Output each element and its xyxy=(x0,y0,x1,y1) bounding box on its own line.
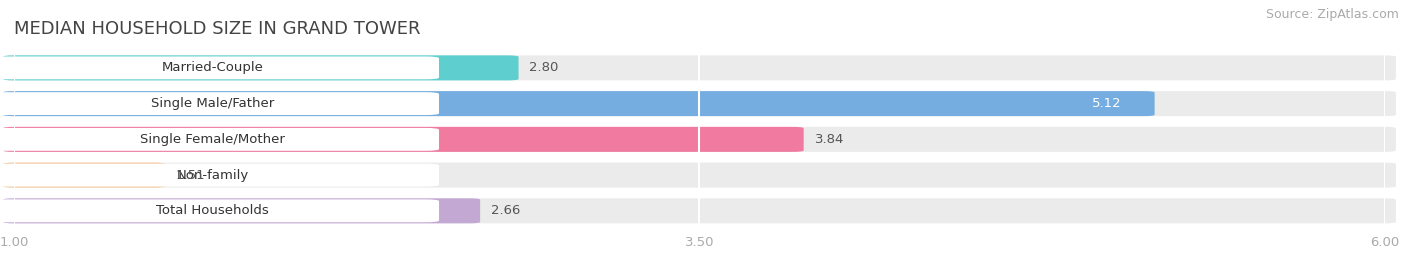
Text: Single Male/Father: Single Male/Father xyxy=(152,97,274,110)
Text: MEDIAN HOUSEHOLD SIZE IN GRAND TOWER: MEDIAN HOUSEHOLD SIZE IN GRAND TOWER xyxy=(14,20,420,38)
FancyBboxPatch shape xyxy=(0,199,439,222)
FancyBboxPatch shape xyxy=(3,91,1154,116)
Text: 2.66: 2.66 xyxy=(491,204,520,217)
FancyBboxPatch shape xyxy=(0,57,439,79)
FancyBboxPatch shape xyxy=(3,198,481,223)
FancyBboxPatch shape xyxy=(3,55,519,80)
FancyBboxPatch shape xyxy=(3,198,1396,223)
FancyBboxPatch shape xyxy=(3,163,1396,188)
FancyBboxPatch shape xyxy=(3,91,1396,116)
FancyBboxPatch shape xyxy=(3,55,1396,80)
Text: 5.12: 5.12 xyxy=(1092,97,1122,110)
Text: 2.80: 2.80 xyxy=(530,61,558,75)
Text: Total Households: Total Households xyxy=(156,204,269,217)
FancyBboxPatch shape xyxy=(0,92,439,115)
FancyBboxPatch shape xyxy=(3,163,165,188)
Text: Non-family: Non-family xyxy=(177,169,249,182)
Text: Single Female/Mother: Single Female/Mother xyxy=(141,133,285,146)
Text: 3.84: 3.84 xyxy=(814,133,844,146)
FancyBboxPatch shape xyxy=(3,127,1396,152)
Text: Married-Couple: Married-Couple xyxy=(162,61,264,75)
FancyBboxPatch shape xyxy=(0,164,439,187)
FancyBboxPatch shape xyxy=(0,128,439,151)
Text: 1.51: 1.51 xyxy=(176,169,205,182)
FancyBboxPatch shape xyxy=(3,127,804,152)
Text: Source: ZipAtlas.com: Source: ZipAtlas.com xyxy=(1265,8,1399,21)
